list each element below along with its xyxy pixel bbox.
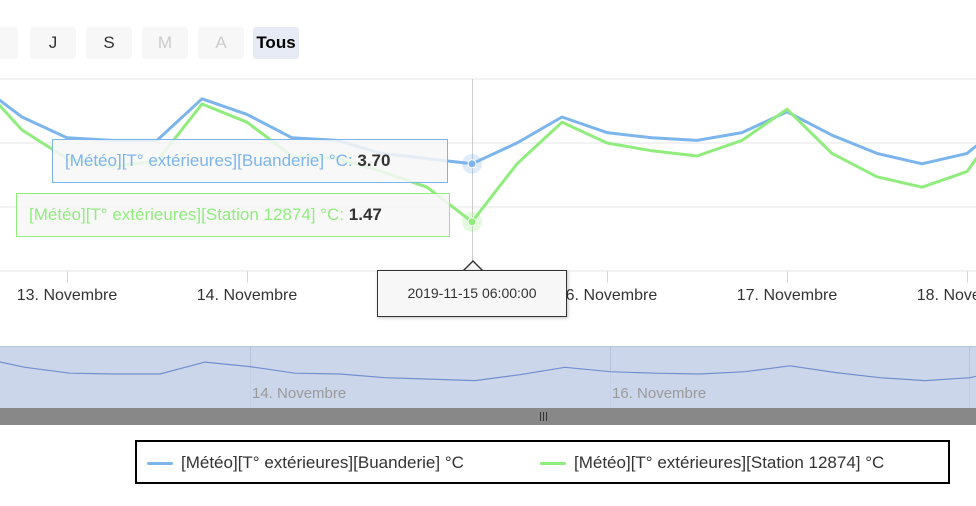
tooltip-buanderie: [Météo][T° extérieures][Buanderie] °C: 3… <box>52 139 448 183</box>
tooltip-buanderie-value: 3.70 <box>357 151 391 170</box>
tooltip-station-series: [Météo][T° extérieures][Station 12874] °… <box>29 205 340 224</box>
legend-swatch-buanderie <box>147 462 173 466</box>
legend-label-buanderie: [Météo][T° extérieures][Buanderie] °C <box>181 453 464 472</box>
x-tick-label-5: 18. Novembre <box>917 287 976 304</box>
scrollbar-grip[interactable] <box>540 412 547 421</box>
tooltip-station: [Météo][T° extérieures][Station 12874] °… <box>16 193 450 237</box>
range-button-m: M <box>142 27 188 59</box>
navigator-tick-label-1: 16. Novembre <box>612 385 706 402</box>
navigator-tick-label-0: 14. Novembre <box>252 385 346 402</box>
range-button-j[interactable]: J <box>30 27 76 59</box>
x-tooltip-arrow-inner <box>464 262 482 271</box>
legend: [Météo][T° extérieures][Buanderie] °C [M… <box>135 440 950 484</box>
x-axis-tooltip: 2019-11-15 06:00:00 <box>377 270 567 317</box>
x-tick-label-4: 17. Novembre <box>737 287 838 304</box>
x-tick-label-1: 14. Novembre <box>197 287 298 304</box>
navigator-area <box>0 361 976 408</box>
tooltip-station-value: 1.47 <box>348 205 382 224</box>
legend-item-buanderie[interactable]: [Météo][T° extérieures][Buanderie] °C <box>147 453 464 473</box>
legend-item-station[interactable]: [Météo][T° extérieures][Station 12874] °… <box>540 453 884 473</box>
legend-swatch-station <box>540 462 566 466</box>
navigator-line <box>0 361 976 382</box>
hover-point-1 <box>467 217 477 227</box>
x-tick-label-3: 16. Novembre <box>557 287 658 304</box>
legend-label-station: [Météo][T° extérieures][Station 12874] °… <box>574 453 885 472</box>
range-button-a: A <box>198 27 244 59</box>
range-button-s[interactable]: S <box>86 27 132 59</box>
range-button-tous[interactable]: Tous <box>253 27 299 59</box>
range-button-h[interactable]: H <box>0 27 18 59</box>
x-tick-label-0: 13. Novembre <box>17 287 118 304</box>
tooltip-buanderie-series: [Météo][T° extérieures][Buanderie] °C <box>65 151 348 170</box>
hover-point-0 <box>467 159 477 169</box>
scrollbar[interactable] <box>0 408 976 425</box>
